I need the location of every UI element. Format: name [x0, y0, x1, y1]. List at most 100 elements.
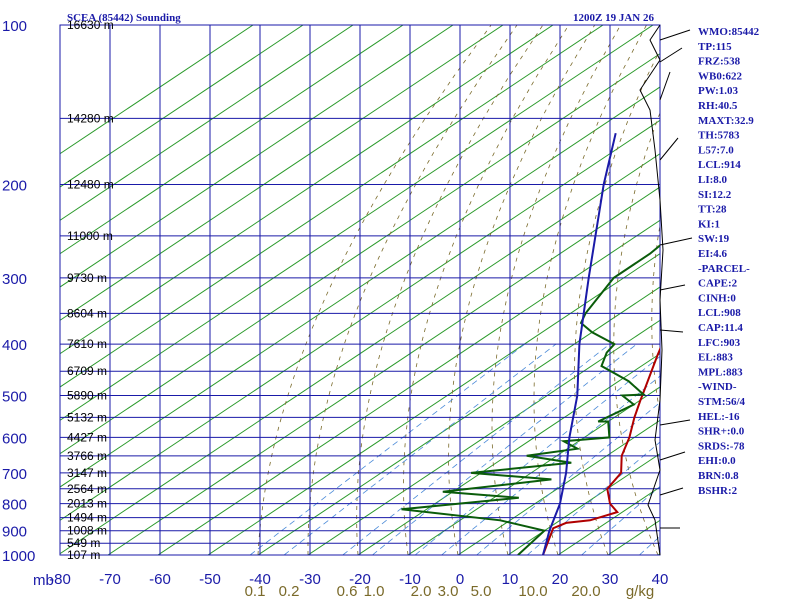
pressure-tick-label: 500	[2, 388, 27, 405]
index-value: EHI:0.0	[698, 455, 736, 467]
wind-barb	[659, 71, 671, 101]
wind-barb	[659, 284, 686, 291]
index-value: PW:1.03	[698, 85, 739, 97]
height-label: 11000 m	[67, 229, 113, 243]
mixing-ratio-label: 5.0	[471, 583, 492, 600]
isotherm-line	[60, 153, 660, 555]
height-label: 549 m	[67, 536, 100, 550]
pressure-tick-label: 200	[2, 178, 27, 195]
index-value: RH:40.5	[698, 100, 738, 112]
isotherm-line	[107, 186, 660, 555]
isotherm-line	[507, 453, 660, 555]
height-label: 16630 m	[67, 18, 114, 32]
index-value: -PARCEL-	[698, 263, 750, 275]
temperature-tick-label: -10	[399, 571, 421, 588]
isotherm-line	[257, 286, 660, 555]
dry-adiabat-line	[759, 25, 800, 555]
height-label: 7610 m	[67, 337, 107, 351]
chart-subtitle: 1200Z 19 JAN 26	[573, 12, 654, 24]
index-value: TH:5783	[698, 130, 740, 142]
temperature-tick-label: -80	[49, 571, 71, 588]
index-value: FRZ:538	[698, 56, 741, 68]
wind-barb	[659, 47, 683, 63]
height-label: 6709 m	[67, 364, 107, 378]
index-value: STM:56/4	[698, 396, 746, 408]
wind-barb	[659, 29, 691, 41]
index-value: CAP:11.4	[698, 322, 743, 334]
isotherm-line	[758, 25, 800, 555]
pressure-tick-label: 600	[2, 430, 27, 447]
index-value: CAPE:2	[698, 278, 738, 290]
isotherm-line	[60, 25, 354, 221]
temperature-tick-label: -40	[249, 571, 271, 588]
isotherm-line	[60, 119, 660, 521]
height-label: 8604 m	[67, 306, 107, 320]
isotherm-line	[60, 86, 660, 488]
index-value: LCL:914	[698, 159, 741, 171]
index-value: KI:1	[698, 218, 720, 230]
isotherm-line	[457, 419, 660, 555]
isotherm-line	[307, 319, 660, 555]
isotherm-line	[60, 25, 654, 421]
height-label: 2564 m	[67, 482, 107, 496]
mixing-ratio-label: 0.2	[279, 583, 300, 600]
isotherm-line	[60, 25, 454, 288]
temperature-tick-label: -20	[349, 571, 371, 588]
pressure-tick-label: 800	[2, 497, 27, 514]
index-value: MAXT:32.9	[698, 115, 754, 127]
x-axis-unit-label: mb	[33, 572, 54, 589]
mixing-ratio-label: 1.0	[364, 583, 385, 600]
index-value: SHR+:0.0	[698, 426, 745, 438]
height-label: 1008 m	[67, 524, 107, 538]
dewpoint-line	[401, 244, 660, 555]
height-label: 9730 m	[67, 271, 107, 285]
temperature-tick-label: 10	[502, 571, 519, 588]
temperature-tick-label: 30	[602, 571, 619, 588]
wind-barb	[659, 137, 679, 161]
pressure-tick-label: 300	[2, 271, 27, 288]
pressure-tick-label: 1000	[2, 548, 35, 565]
index-value: SRDS:-78	[698, 440, 745, 452]
index-value: CINH:0	[698, 292, 736, 304]
wind-barb	[659, 419, 691, 426]
isotherm-line	[60, 25, 554, 355]
isotherm-line	[60, 25, 404, 255]
temperature-tick-label: -60	[149, 571, 171, 588]
isotherm-line	[60, 25, 504, 321]
isotherm-line	[207, 253, 660, 555]
height-label: 3147 m	[67, 466, 107, 480]
wind-barb	[659, 237, 693, 246]
index-value: WB0:622	[698, 70, 743, 82]
index-value: BRN:0.8	[698, 470, 739, 482]
sounding-series	[401, 132, 660, 555]
index-value: SW:19	[698, 233, 730, 245]
dry-adiabat-line	[793, 25, 800, 555]
wind-barb	[659, 451, 686, 461]
height-label: 3766 m	[67, 449, 107, 463]
height-label: 5132 m	[67, 410, 107, 424]
parcel-line	[542, 132, 617, 555]
isotherm-line	[60, 25, 254, 155]
height-label: 1494 m	[67, 511, 107, 525]
mixing-ratio-label: 0.6	[337, 583, 358, 600]
temperature-tick-label: 40	[652, 571, 669, 588]
index-value: TP:115	[698, 41, 732, 53]
mixing-ratio-label: g/kg	[626, 583, 654, 600]
height-label: 14280 m	[67, 111, 114, 125]
index-value: -WIND-	[698, 381, 737, 393]
pressure-tick-label: 700	[2, 466, 27, 483]
isotherm-line	[60, 53, 660, 455]
index-value: EI:4.6	[698, 248, 728, 260]
height-label: 107 m	[67, 548, 100, 562]
pressure-tick-label: 100	[2, 18, 27, 35]
temperature-tick-label: 20	[552, 571, 569, 588]
height-label: 5890 m	[67, 388, 107, 402]
index-value: SI:12.2	[698, 189, 732, 201]
index-value: L57:7.0	[698, 144, 734, 156]
wind-barb	[659, 487, 684, 496]
mixing-ratio-label: 3.0	[438, 583, 459, 600]
index-value: WMO:85442	[698, 26, 760, 38]
isotherm-line	[157, 219, 660, 555]
index-value: LI:8.0	[698, 174, 728, 186]
